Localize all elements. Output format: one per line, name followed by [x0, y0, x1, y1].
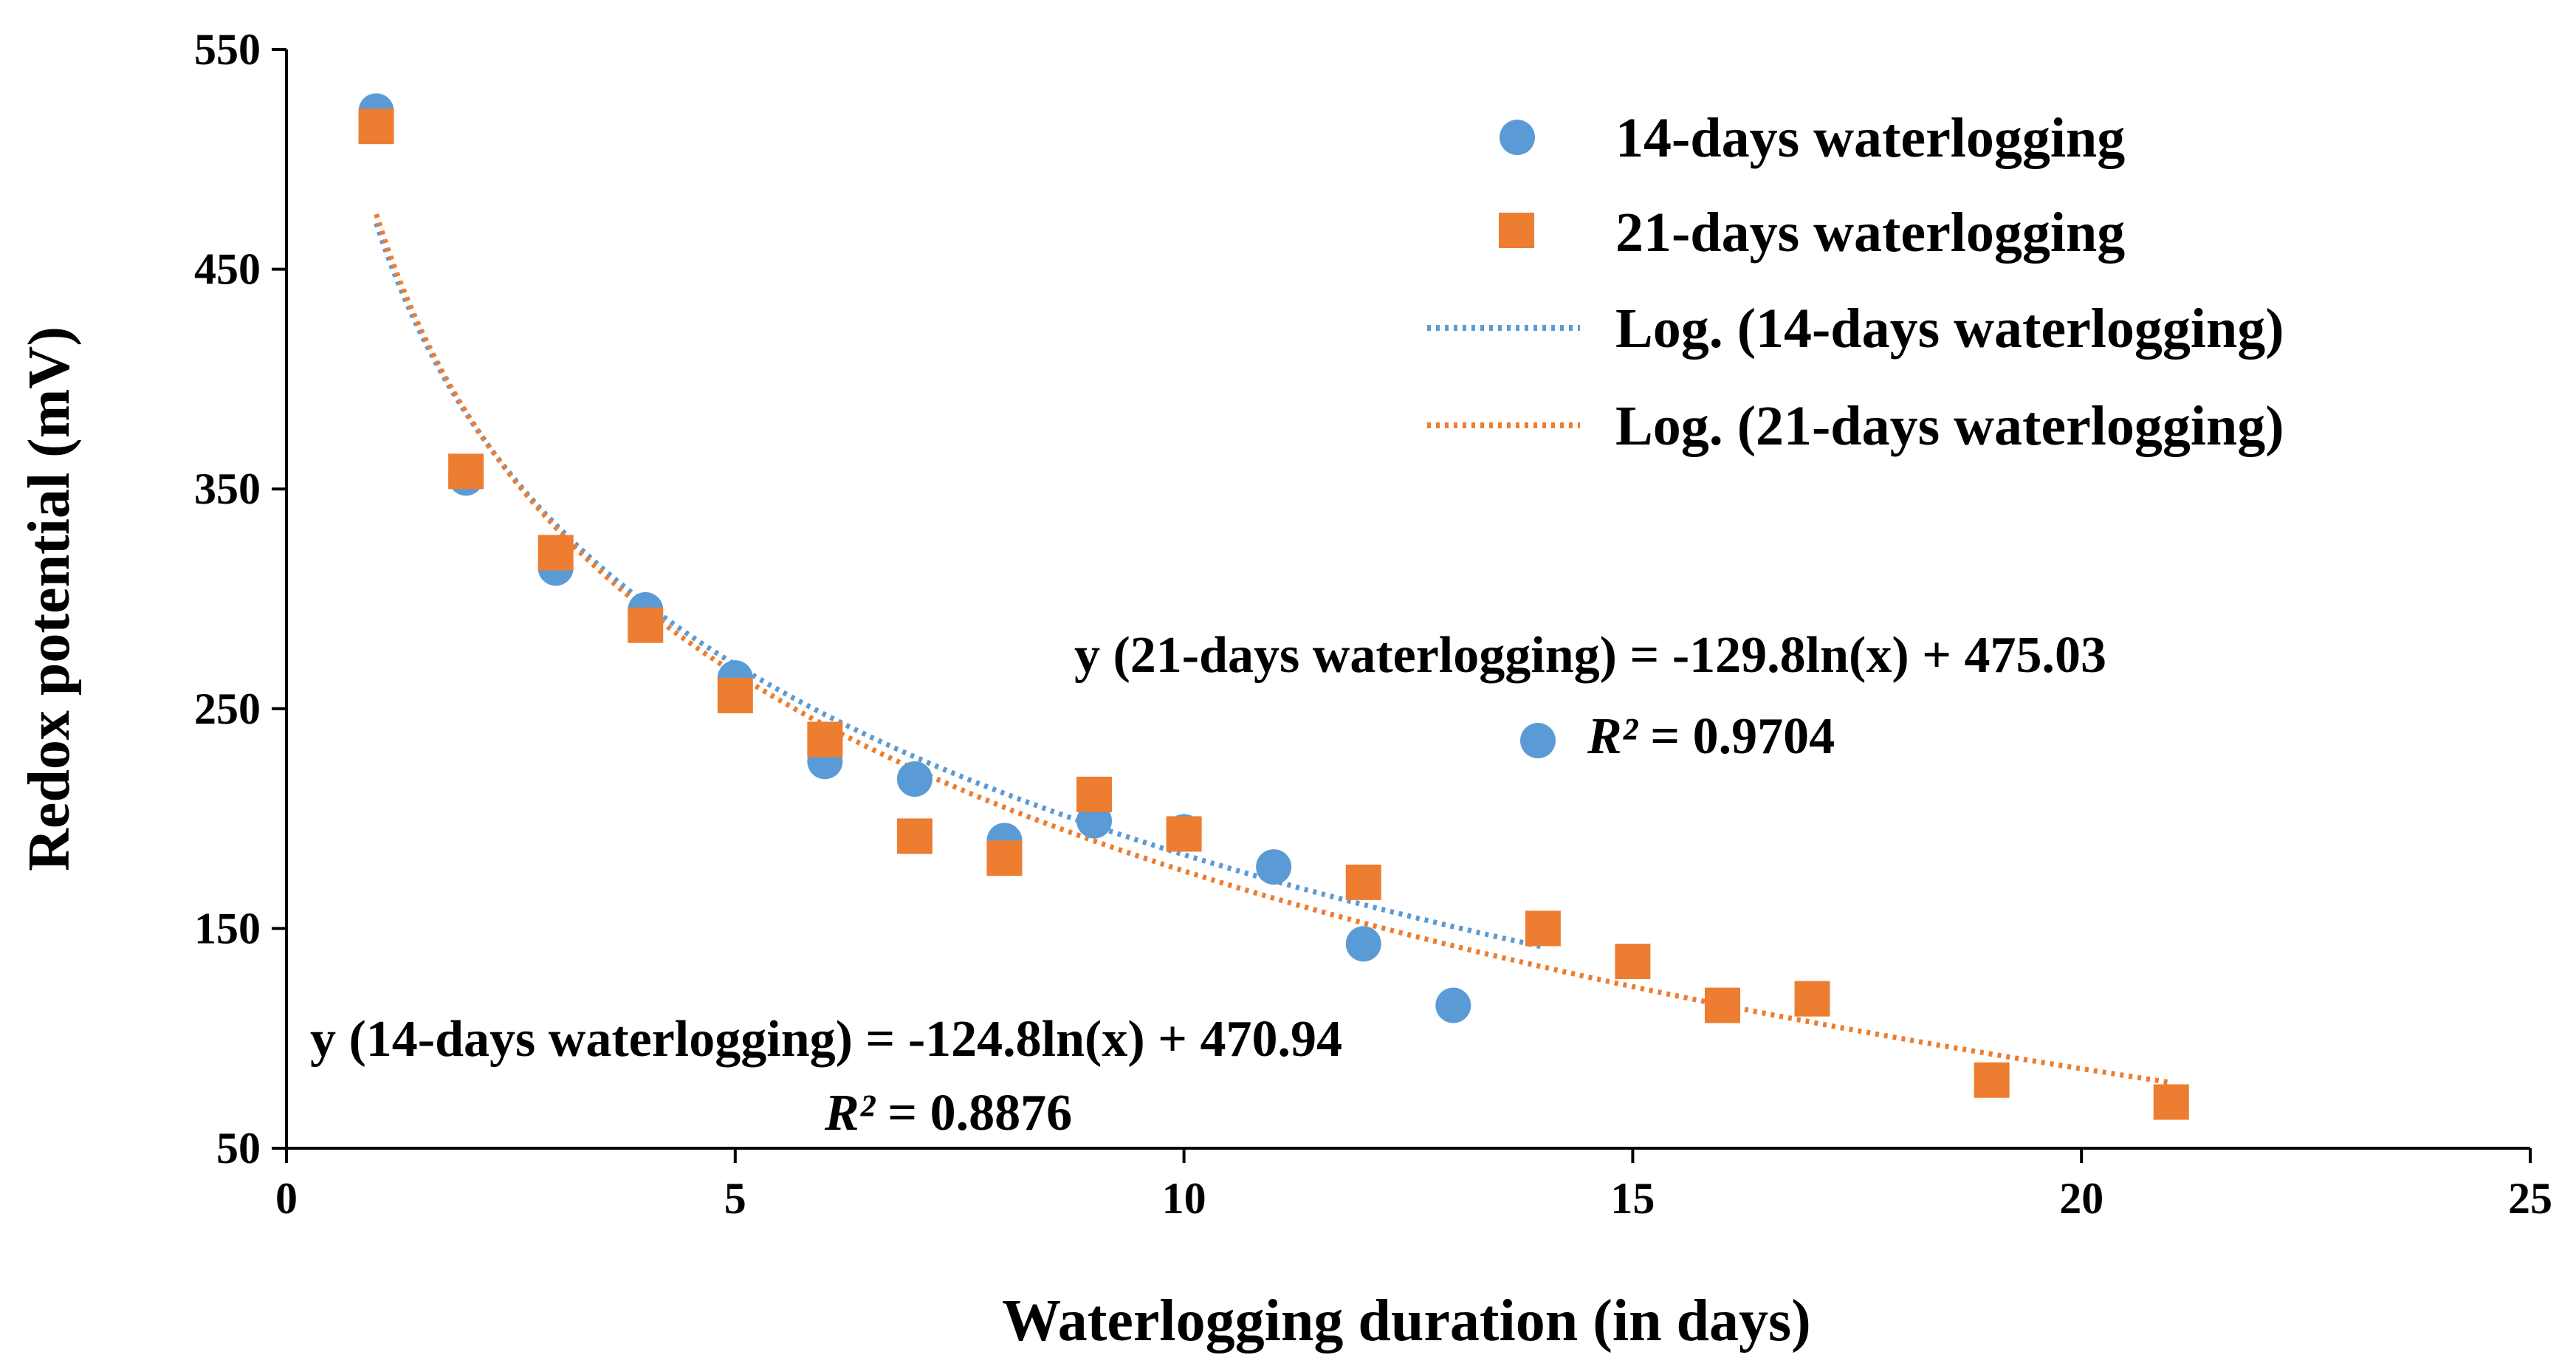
y-tick-label-550: 550: [194, 25, 261, 74]
x-tick-label-0: 0: [275, 1174, 298, 1223]
point-21-days-day-19: [1974, 1062, 2010, 1098]
x-tick-label-25: 25: [2508, 1174, 2552, 1223]
r-squared-14-days: R² = 0.8876: [824, 1085, 1072, 1142]
point-21-days-day-2: [448, 453, 484, 490]
annotation-marker: [1520, 723, 1556, 758]
point-21-days-day-16: [1704, 987, 1740, 1023]
point-21-days-day-1: [358, 109, 394, 145]
point-21-days-day-10: [1166, 816, 1202, 852]
data-points: [358, 93, 2189, 1120]
point-14-days-day-7: [896, 761, 932, 797]
point-21-days-day-8: [986, 840, 1023, 876]
x-axis-title: Waterlogging duration (in days): [1002, 1289, 1811, 1353]
y-tick-label-150: 150: [194, 904, 261, 953]
equation-14-days: y (14-days waterlogging) = -124.8ln(x) +…: [310, 1011, 1342, 1068]
trendline-21-days: [374, 213, 2172, 1085]
point-21-days-day-9: [1076, 776, 1113, 812]
r-squared-21-value: = 0.9704: [1638, 708, 1835, 765]
x-tick-label-5: 5: [724, 1174, 746, 1223]
legend-marker-21-days: [1499, 213, 1534, 248]
legend-label-log-14-days: Log. (14-days waterlogging): [1615, 298, 2284, 360]
r-squared-14-symbol: R²: [824, 1085, 876, 1142]
legend: 14-days waterlogging 21-days waterloggin…: [1427, 107, 2284, 457]
x-tick-label-15: 15: [1610, 1174, 1655, 1223]
y-axis-title: Redox potential (mV): [17, 326, 82, 871]
r-squared-21-days: R² = 0.9704: [1587, 708, 1835, 765]
point-21-days-day-17: [1794, 981, 1830, 1017]
x-tick-label-20: 20: [2059, 1174, 2103, 1223]
equation-21-days: y (21-days waterlogging) = -129.8ln(x) +…: [1074, 627, 2106, 684]
point-21-days-day-5: [717, 677, 753, 713]
x-tick-label-10: 10: [1162, 1174, 1206, 1223]
legend-label-14-days: 14-days waterlogging: [1615, 107, 2125, 169]
point-21-days-day-6: [807, 721, 843, 758]
point-21-days-day-12: [1345, 864, 1381, 900]
point-21-days-day-7: [896, 818, 932, 854]
r-squared-14-value: = 0.8876: [875, 1085, 1072, 1142]
point-21-days-day-14: [1525, 910, 1561, 947]
point-14-days-day-12: [1345, 926, 1381, 962]
legend-label-21-days: 21-days waterlogging: [1615, 202, 2125, 264]
axis-ticks: 50 150 250 350 450 550 0 5 10 15 20 25: [194, 25, 2552, 1223]
point-21-days-day-4: [628, 607, 664, 643]
y-tick-label-50: 50: [216, 1124, 261, 1173]
y-tick-label-350: 350: [194, 464, 261, 513]
point-21-days-day-15: [1615, 944, 1651, 980]
legend-label-log-21-days: Log. (21-days waterlogging): [1615, 395, 2284, 457]
y-tick-label-250: 250: [194, 684, 261, 733]
r-squared-21-symbol: R²: [1587, 708, 1639, 765]
point-14-days-day-13: [1435, 987, 1471, 1023]
y-tick-label-450: 450: [194, 245, 261, 294]
point-14-days-day-11: [1256, 849, 1292, 885]
point-21-days-day-21: [2153, 1084, 2189, 1120]
point-21-days-day-3: [537, 535, 574, 571]
legend-marker-14-days: [1500, 120, 1535, 155]
